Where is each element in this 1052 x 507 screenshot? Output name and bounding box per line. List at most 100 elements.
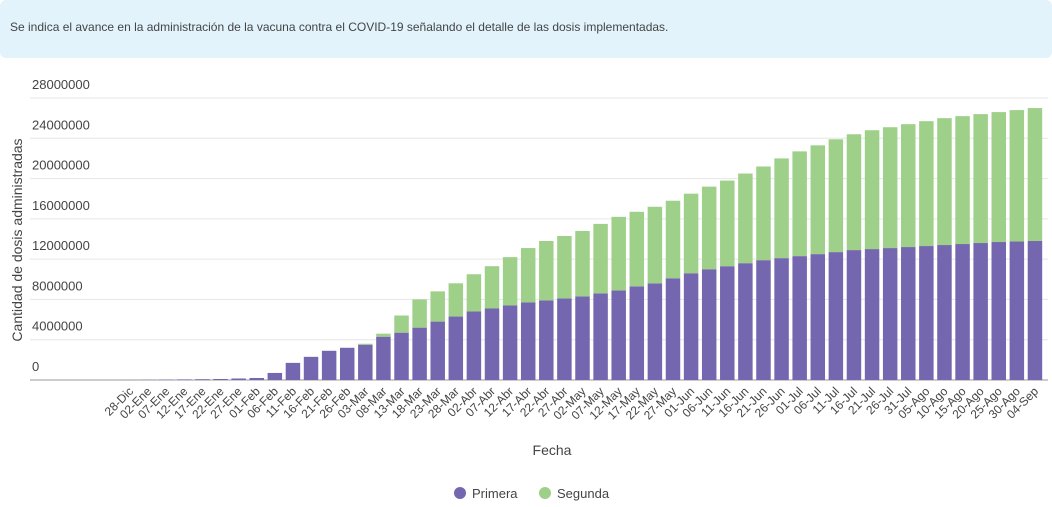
bar-segment	[847, 250, 861, 380]
bar-segment	[973, 243, 987, 380]
bar-segment	[829, 139, 843, 252]
bar-segment	[231, 378, 245, 380]
bar-segment	[648, 283, 662, 380]
bar-segment	[394, 316, 408, 333]
bar-segment	[358, 344, 372, 345]
bar-segment	[503, 305, 517, 380]
bar-segment	[955, 116, 969, 244]
banner-text: Se indica el avance en la administración…	[10, 20, 668, 34]
bar-segment	[955, 244, 969, 380]
bar-segment	[829, 252, 843, 380]
bar-segment	[177, 379, 191, 380]
bar-segment	[213, 379, 227, 380]
bar-segment	[992, 112, 1006, 242]
bar-segment	[847, 134, 861, 250]
y-tick-label: 8000000	[32, 278, 83, 293]
legend-label: Segunda	[557, 486, 610, 501]
y-tick-label: 16000000	[32, 198, 90, 213]
legend-label: Primera	[472, 486, 518, 501]
bar-segment	[286, 363, 300, 380]
bar-segment	[521, 302, 535, 380]
bar-segment	[449, 317, 463, 380]
y-tick-label: 24000000	[32, 117, 90, 132]
bar-segment	[575, 231, 589, 296]
bar-segment	[322, 351, 336, 380]
bar-segment	[358, 345, 372, 380]
bar-segment	[412, 328, 426, 380]
x-axis-title: Fecha	[533, 442, 572, 458]
bar-segment	[883, 248, 897, 380]
bar-segment	[195, 379, 209, 380]
bar-segment	[539, 300, 553, 380]
bar-segment	[792, 151, 806, 256]
y-tick-label: 4000000	[32, 319, 83, 334]
legend-marker	[454, 487, 466, 499]
bar-segment	[485, 266, 499, 308]
bar-segment	[666, 278, 680, 380]
bar-segment	[992, 242, 1006, 380]
bar-segment	[304, 357, 318, 380]
bar-segment	[430, 322, 444, 380]
bar-segment	[394, 333, 408, 380]
bar-segment	[756, 260, 770, 380]
bar-segment	[521, 248, 535, 302]
bar-segment	[865, 130, 879, 249]
bar-segment	[593, 224, 607, 293]
bar-segment	[883, 127, 897, 248]
bar-segment	[811, 145, 825, 254]
bar-segment	[430, 291, 444, 321]
y-tick-label: 12000000	[32, 238, 90, 253]
bar-segment	[720, 181, 734, 267]
bar-segment	[611, 217, 625, 291]
bar-segment	[575, 296, 589, 380]
bar-segment	[593, 293, 607, 380]
bar-segment	[919, 246, 933, 380]
bar-segment	[1028, 241, 1042, 380]
y-tick-label: 28000000	[32, 77, 90, 92]
bar-segment	[774, 258, 788, 380]
bar-segment	[467, 274, 481, 311]
bar-segment	[1010, 110, 1024, 241]
bar-segment	[539, 241, 553, 300]
bar-segment	[901, 247, 915, 380]
bar-segment	[901, 124, 915, 247]
bar-segment	[720, 266, 734, 380]
y-tick-label: 20000000	[32, 158, 90, 173]
bar-segment	[865, 249, 879, 380]
bar-segment	[792, 256, 806, 380]
bar-segment	[684, 273, 698, 380]
bar-segment	[684, 194, 698, 274]
bar-segment	[557, 298, 571, 380]
bar-segment	[485, 308, 499, 380]
bar-segment	[1010, 242, 1024, 380]
bar-segment	[702, 269, 716, 380]
bar-segment	[376, 334, 390, 337]
bar-segment	[467, 312, 481, 380]
bar-segment	[449, 283, 463, 316]
bar-segment	[249, 378, 263, 380]
bar-segment	[738, 263, 752, 380]
bar-segment	[702, 187, 716, 270]
bar-segment	[648, 207, 662, 284]
y-axis-title: Cantidad de dosis administradas	[9, 138, 25, 341]
bar-segment	[666, 201, 680, 279]
bar-segment	[412, 299, 426, 327]
bar-segment	[756, 166, 770, 260]
bar-segment	[611, 290, 625, 380]
bar-segment	[811, 254, 825, 380]
bar-segment	[557, 236, 571, 298]
y-tick-label: 0	[32, 359, 39, 374]
bar-segment	[919, 121, 933, 246]
bar-segment	[503, 257, 517, 305]
bar-segment	[937, 245, 951, 380]
bar-segment	[376, 337, 390, 380]
bar-segment	[630, 286, 644, 380]
bar-segment	[630, 212, 644, 287]
legend-marker	[539, 487, 551, 499]
bar-segment	[937, 118, 951, 245]
bar-segment	[973, 114, 987, 243]
bar-segment	[774, 158, 788, 258]
bar-segment	[268, 373, 282, 380]
